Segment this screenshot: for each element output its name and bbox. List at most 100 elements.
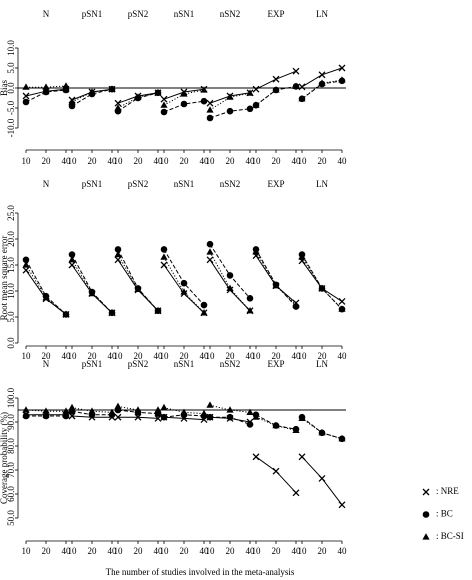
legend-label: : NRE	[436, 486, 459, 496]
marker-triangle	[292, 82, 300, 89]
marker-triangle	[206, 401, 214, 408]
facet-label: N	[43, 179, 50, 189]
x-tick-label: 10	[252, 351, 262, 361]
series-line	[163, 249, 205, 306]
marker-triangle	[338, 435, 346, 442]
facet-label: EXP	[267, 9, 284, 19]
x-tick-label: 20	[226, 351, 236, 361]
marker-triangle	[68, 256, 76, 263]
x-tick-label: 40	[246, 546, 256, 556]
marker-triangle	[180, 90, 188, 97]
marker-triangle	[160, 253, 168, 260]
x-tick-label: 20	[180, 156, 190, 166]
x-tick-label: 40	[108, 351, 118, 361]
marker-circle	[206, 114, 214, 122]
facet-label: EXP	[267, 359, 284, 369]
y-tick-label: 10.0	[6, 283, 16, 299]
facet-label: pSN1	[82, 179, 103, 189]
series-line	[117, 405, 158, 411]
marker-cross	[252, 85, 260, 93]
facet-label: nSN1	[174, 359, 195, 369]
y-tick-label: 70.0	[6, 462, 16, 478]
series-line	[301, 456, 343, 506]
marker-triangle	[154, 89, 162, 96]
marker-cross	[22, 92, 30, 100]
marker-triangle	[62, 407, 70, 414]
series-line	[71, 407, 113, 413]
x-tick-label: 20	[272, 156, 282, 166]
x-tick-label: 10	[298, 156, 308, 166]
facet-label: pSN1	[82, 359, 103, 369]
marker-circle	[42, 412, 50, 420]
marker-cross	[160, 261, 168, 269]
facet-label: N	[43, 9, 50, 19]
marker-triangle	[134, 93, 142, 100]
marker-cross	[318, 71, 326, 79]
marker-triangle	[88, 88, 96, 95]
x-tick-label: 40	[108, 156, 118, 166]
x-tick-label: 10	[114, 546, 124, 556]
marker-cross	[114, 413, 122, 421]
marker-cross	[338, 297, 346, 305]
marker-triangle	[114, 402, 122, 409]
marker-circle	[22, 256, 30, 264]
marker-circle	[200, 301, 208, 309]
series-line	[71, 254, 113, 314]
marker-triangle	[272, 421, 280, 429]
marker-circle	[160, 108, 168, 116]
marker-cross	[68, 412, 76, 420]
marker-triangle	[68, 98, 76, 105]
marker-triangle	[338, 76, 346, 83]
x-tick-label: 40	[154, 351, 164, 361]
facet-label: pSN1	[82, 9, 103, 19]
marker-cross	[252, 453, 260, 461]
x-tick-label: 20	[180, 546, 190, 556]
marker-triangle	[180, 288, 188, 295]
x-tick-label: 40	[62, 156, 72, 166]
x-tick-label: 10	[114, 351, 124, 361]
facet-label: nSN2	[220, 359, 241, 369]
x-tick-label: 20	[272, 546, 282, 556]
x-tick-label: 40	[246, 156, 256, 166]
facet-label: N	[43, 359, 50, 369]
marker-circle	[180, 100, 188, 108]
marker-circle	[160, 413, 168, 421]
marker-cross	[272, 75, 280, 83]
x-tick-label: 10	[68, 156, 78, 166]
legend-marker	[422, 533, 430, 540]
y-tick-label: 15.0	[6, 257, 16, 273]
x-tick-label: 10	[206, 351, 216, 361]
x-tick-label: 20	[226, 156, 236, 166]
marker-triangle	[246, 306, 254, 314]
marker-triangle	[252, 101, 260, 108]
marker-cross	[272, 467, 280, 475]
x-tick-label: 10	[68, 351, 78, 361]
legend-label: : BC	[436, 509, 453, 519]
x-tick-label: 40	[338, 156, 348, 166]
marker-triangle	[160, 403, 168, 411]
x-tick-label: 10	[22, 156, 32, 166]
marker-circle	[206, 240, 214, 248]
x-tick-label: 20	[88, 351, 98, 361]
marker-circle	[68, 251, 76, 258]
y-tick-label: -5.0	[6, 100, 16, 115]
marker-circle	[22, 98, 30, 106]
x-tick-label: 10	[160, 351, 170, 361]
marker-cross	[160, 95, 168, 103]
x-tick-label: 40	[200, 546, 210, 556]
marker-triangle	[200, 86, 208, 93]
y-tick-label: 0.0	[6, 82, 16, 94]
x-tick-label: 40	[154, 546, 164, 556]
marker-triangle	[154, 306, 162, 314]
marker-triangle	[246, 408, 254, 415]
marker-cross	[298, 453, 306, 461]
series-line	[255, 249, 297, 307]
marker-triangle	[62, 310, 70, 317]
y-tick-label: 5.0	[6, 311, 16, 323]
marker-triangle	[68, 403, 76, 411]
facet-label: pSN2	[128, 9, 149, 19]
marker-circle	[62, 412, 70, 420]
marker-triangle	[318, 429, 326, 436]
x-tick-label: 40	[108, 546, 118, 556]
facet-label: pSN2	[128, 359, 149, 369]
